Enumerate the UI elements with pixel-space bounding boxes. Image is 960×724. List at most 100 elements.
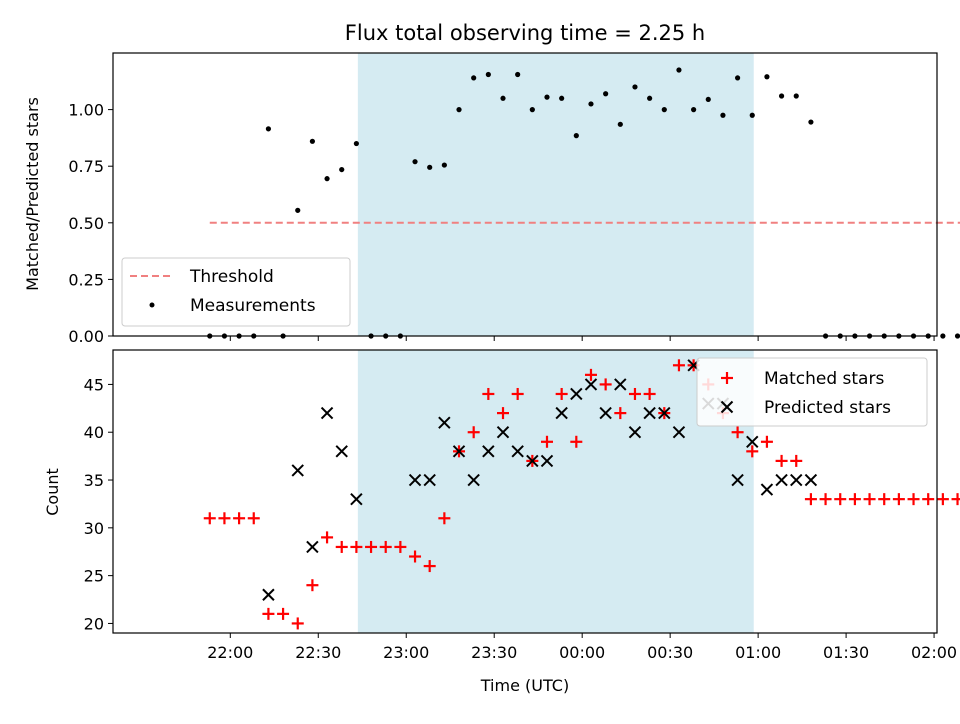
measurement-point <box>573 133 579 139</box>
matched-star-marker <box>233 512 246 525</box>
predicted-star-marker <box>775 473 788 487</box>
predicted-star-marker <box>555 406 568 420</box>
matched-star-marker <box>482 387 495 400</box>
measurement-point <box>456 107 462 113</box>
measurement-point <box>544 94 550 100</box>
matched-star-marker <box>365 540 378 553</box>
observing-interval-shade-bottom <box>357 350 754 633</box>
ratio-legend: Threshold Measurements <box>121 257 351 327</box>
measurement-point <box>720 112 726 118</box>
x-tick-label: 23:00 <box>383 643 429 662</box>
measurement-point <box>295 207 301 213</box>
predicted-star-marker <box>599 406 612 420</box>
predicted-star-marker <box>423 473 436 487</box>
axis-ticks: 22:00 22:30 23:00 23:30 00:00 00:30 01:00 01:30… <box>68 101 957 662</box>
predicted-star-marker <box>467 473 480 487</box>
count-y-tick-label: 45 <box>84 375 104 394</box>
predicted-star-marker <box>306 540 319 554</box>
matched-star-marker <box>247 512 260 525</box>
observing-interval-shade-top <box>357 53 754 336</box>
ratio-y-tick-label: 1.00 <box>68 101 104 120</box>
count-y-tick-label: 20 <box>84 614 104 633</box>
matched-star-marker <box>570 435 583 448</box>
measurement-point <box>778 93 785 99</box>
measurement-point <box>324 176 330 182</box>
matched-star-marker <box>892 493 905 506</box>
legend-matched-swatch <box>721 372 733 384</box>
predicted-star-marker <box>511 445 524 458</box>
matched-star-marker <box>936 493 949 506</box>
measurement-point <box>309 138 316 144</box>
measurement-point <box>412 159 418 165</box>
matched-star-marker <box>540 435 553 448</box>
measurement-point <box>661 107 667 113</box>
x-tick-label: 01:30 <box>823 643 869 662</box>
x-tick-label: 22:00 <box>207 643 253 662</box>
matched-star-marker <box>277 607 290 620</box>
ratio-y-tick-label: 0.50 <box>68 214 104 233</box>
x-tick-label: 00:00 <box>559 643 605 662</box>
legend-measurements-swatch <box>149 302 155 308</box>
measurement-point <box>617 121 623 127</box>
matched-star-marker <box>746 445 759 458</box>
measurement-point <box>559 95 565 101</box>
legend-matched-label: Matched stars <box>764 369 884 389</box>
matched-star-marker <box>731 426 744 439</box>
measurement-point <box>427 164 433 170</box>
predicted-star-marker <box>731 473 744 487</box>
matched-star-marker <box>350 540 363 553</box>
count-y-axis-label: Count <box>43 468 62 516</box>
count-legend: Matched stars Predicted stars <box>696 357 928 427</box>
matched-star-marker <box>848 493 861 506</box>
matched-star-marker <box>438 512 451 525</box>
measurement-point <box>705 96 711 103</box>
measurement-point <box>603 91 609 97</box>
count-y-tick-label: 40 <box>84 423 104 442</box>
predicted-star-marker <box>628 426 642 439</box>
ratio-panel-frame <box>112 52 938 337</box>
predicted-star-marker <box>614 378 627 391</box>
matched-star-marker <box>262 607 275 620</box>
matched-star-marker <box>321 531 334 544</box>
matched-star-marker <box>804 493 817 506</box>
predicted-star-marker <box>804 473 818 487</box>
measurement-point <box>529 107 535 113</box>
matched-star-marker <box>379 540 392 553</box>
x-tick-label: 02:00 <box>911 643 957 662</box>
matched-star-marker <box>760 435 773 448</box>
matched-star-marker <box>863 493 876 506</box>
matched-star-marker <box>775 454 788 467</box>
measurement-point <box>632 84 638 90</box>
predicted-star-marker <box>496 426 510 439</box>
measurement-point <box>588 101 594 107</box>
predicted-star-marker <box>335 445 348 458</box>
predicted-star-marker <box>643 406 656 420</box>
measurement-point <box>749 112 755 118</box>
predicted-star-marker <box>320 406 334 420</box>
predicted-star-marker <box>526 454 539 468</box>
matched-star-marker <box>555 387 568 400</box>
predicted-star-marker <box>452 445 466 458</box>
predicted-star-marker <box>760 483 774 496</box>
predicted-star-marker <box>291 464 304 477</box>
x-axis-label: Time (UTC) <box>480 676 569 695</box>
x-tick-label: 00:30 <box>647 643 693 662</box>
measurement-point <box>793 93 799 99</box>
measurement-point <box>265 126 272 132</box>
predicted-star-marker <box>408 473 422 487</box>
measurement-point <box>691 107 697 113</box>
measurement-point <box>441 162 447 168</box>
count-legend-frame <box>696 357 928 427</box>
matched-star-marker <box>614 407 627 420</box>
ratio-y-tick-label: 0.75 <box>68 157 104 176</box>
predicted-star-marker <box>438 416 451 429</box>
matched-star-marker <box>423 560 436 573</box>
x-tick-label: 01:00 <box>735 643 781 662</box>
predicted-star-marker <box>262 588 275 601</box>
predicted-star-marker <box>350 492 363 506</box>
legend-measurements-label: Measurements <box>190 296 316 316</box>
matched-star-marker <box>291 617 304 630</box>
measurement-point <box>676 67 682 73</box>
x-tick-label: 22:30 <box>295 643 341 662</box>
